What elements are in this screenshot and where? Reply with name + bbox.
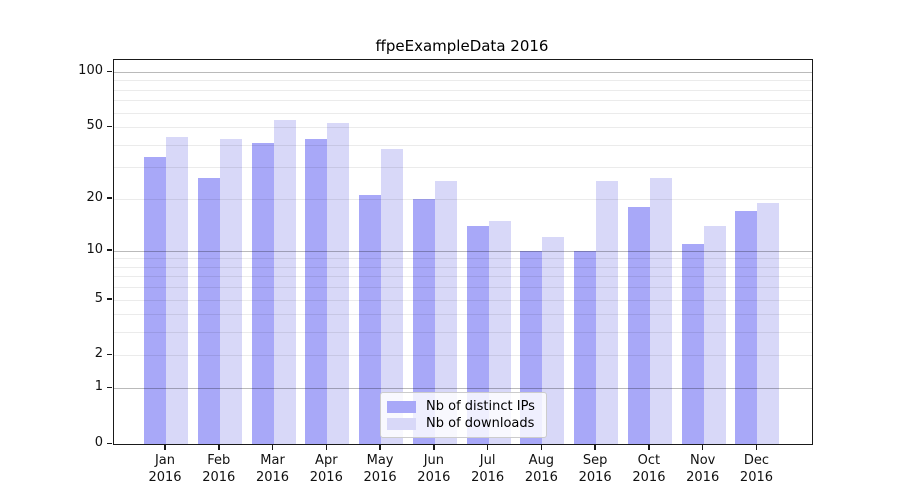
y-tick-mark-5 (107, 298, 112, 300)
bar-nb-of-downloads-jul-2016 (488, 220, 511, 444)
bar-nb-of-distinct-ips-feb-2016 (197, 178, 220, 444)
x-tick-mark-apr-2016 (325, 444, 328, 450)
bar-nb-of-downloads-oct-2016 (649, 178, 672, 444)
x-tick-mark-aug-2016 (540, 444, 543, 450)
bar-nb-of-downloads-nov-2016 (703, 225, 726, 444)
legend-swatch-distinct-ips (387, 400, 416, 413)
bar-nb-of-distinct-ips-dec-2016 (735, 211, 758, 444)
legend-swatch-downloads (387, 417, 416, 430)
x-tick-label-aug-2016: Aug 2016 (524, 453, 558, 485)
y-tick-label-1: 1 (94, 379, 103, 395)
y-tick-mark-2 (107, 353, 112, 356)
x-tick-mark-may-2016 (379, 444, 381, 450)
y-tick-label-10: 10 (86, 241, 103, 257)
x-tick-label-oct-2016: Oct 2016 (632, 453, 666, 485)
x-tick-label-apr-2016: Apr 2016 (309, 453, 343, 485)
bar-nb-of-distinct-ips-jan-2016 (144, 157, 166, 444)
legend-label-downloads: Nb of downloads (426, 416, 535, 431)
bar-nb-of-downloads-feb-2016 (219, 139, 242, 444)
x-tick-mark-jan-2016 (164, 444, 166, 450)
y-tick-mark-20 (107, 197, 112, 199)
y-tick-label-0: 0 (94, 435, 103, 450)
x-tick-mark-sep-2016 (594, 444, 596, 450)
bar-nb-of-downloads-sep-2016 (596, 181, 619, 444)
bar-nb-of-downloads-jan-2016 (166, 137, 188, 444)
x-tick-label-may-2016: May 2016 (363, 453, 397, 485)
bar-nb-of-downloads-aug-2016 (542, 237, 565, 444)
x-tick-label-mar-2016: Mar 2016 (255, 453, 290, 485)
bar-nb-of-distinct-ips-jul-2016 (466, 225, 489, 444)
plot-area (113, 59, 813, 445)
y-tick-mark-1 (107, 386, 112, 389)
bar-nb-of-distinct-ips-sep-2016 (574, 250, 597, 444)
x-tick-label-jul-2016: Jul 2016 (471, 453, 505, 485)
x-tick-mark-mar-2016 (271, 444, 274, 450)
x-tick-label-jan-2016: Jan 2016 (148, 453, 182, 485)
legend-item-distinct-ips: Nb of distinct IPs (387, 398, 538, 415)
chart-title: ffpeExampleData 2016 (375, 37, 549, 55)
x-tick-mark-jun-2016 (433, 444, 435, 450)
y-tick-label-50: 50 (86, 118, 103, 134)
y-tick-mark-50 (107, 125, 112, 128)
y-tick-label-20: 20 (86, 189, 103, 205)
bar-nb-of-downloads-apr-2016 (327, 122, 350, 444)
x-tick-label-nov-2016: Nov 2016 (686, 453, 720, 485)
x-tick-mark-nov-2016 (701, 444, 704, 450)
bar-nb-of-distinct-ips-mar-2016 (251, 142, 274, 444)
bar-nb-of-distinct-ips-oct-2016 (627, 206, 650, 444)
x-tick-mark-oct-2016 (648, 444, 650, 450)
x-tick-mark-dec-2016 (755, 444, 758, 450)
x-tick-label-jun-2016: Jun 2016 (417, 453, 451, 485)
y-tick-mark-100 (107, 70, 112, 72)
y-tick-label-5: 5 (94, 290, 103, 306)
x-tick-label-dec-2016: Dec 2016 (739, 453, 774, 485)
bar-nb-of-distinct-ips-apr-2016 (305, 139, 328, 444)
bar-nb-of-downloads-mar-2016 (273, 119, 296, 444)
bar-nb-of-distinct-ips-may-2016 (359, 194, 382, 444)
legend: Nb of distinct IPs Nb of downloads (380, 392, 547, 438)
bar-nb-of-downloads-jun-2016 (434, 181, 457, 444)
x-tick-mark-feb-2016 (218, 444, 220, 450)
bars-layer (114, 60, 812, 444)
bar-nb-of-distinct-ips-nov-2016 (681, 243, 704, 444)
legend-label-distinct-ips: Nb of distinct IPs (426, 399, 535, 414)
x-tick-label-feb-2016: Feb 2016 (202, 453, 236, 485)
y-tick-mark-0 (107, 442, 112, 444)
x-tick-label-sep-2016: Sep 2016 (578, 453, 612, 485)
x-tick-mark-jul-2016 (486, 444, 489, 450)
bar-nb-of-downloads-may-2016 (381, 148, 404, 444)
y-tick-label-100: 100 (78, 63, 103, 78)
legend-item-downloads: Nb of downloads (387, 415, 538, 432)
bar-nb-of-downloads-dec-2016 (757, 202, 780, 444)
bar-nb-of-distinct-ips-jun-2016 (412, 198, 435, 444)
y-tick-label-2: 2 (94, 346, 103, 362)
y-tick-mark-10 (107, 249, 112, 251)
